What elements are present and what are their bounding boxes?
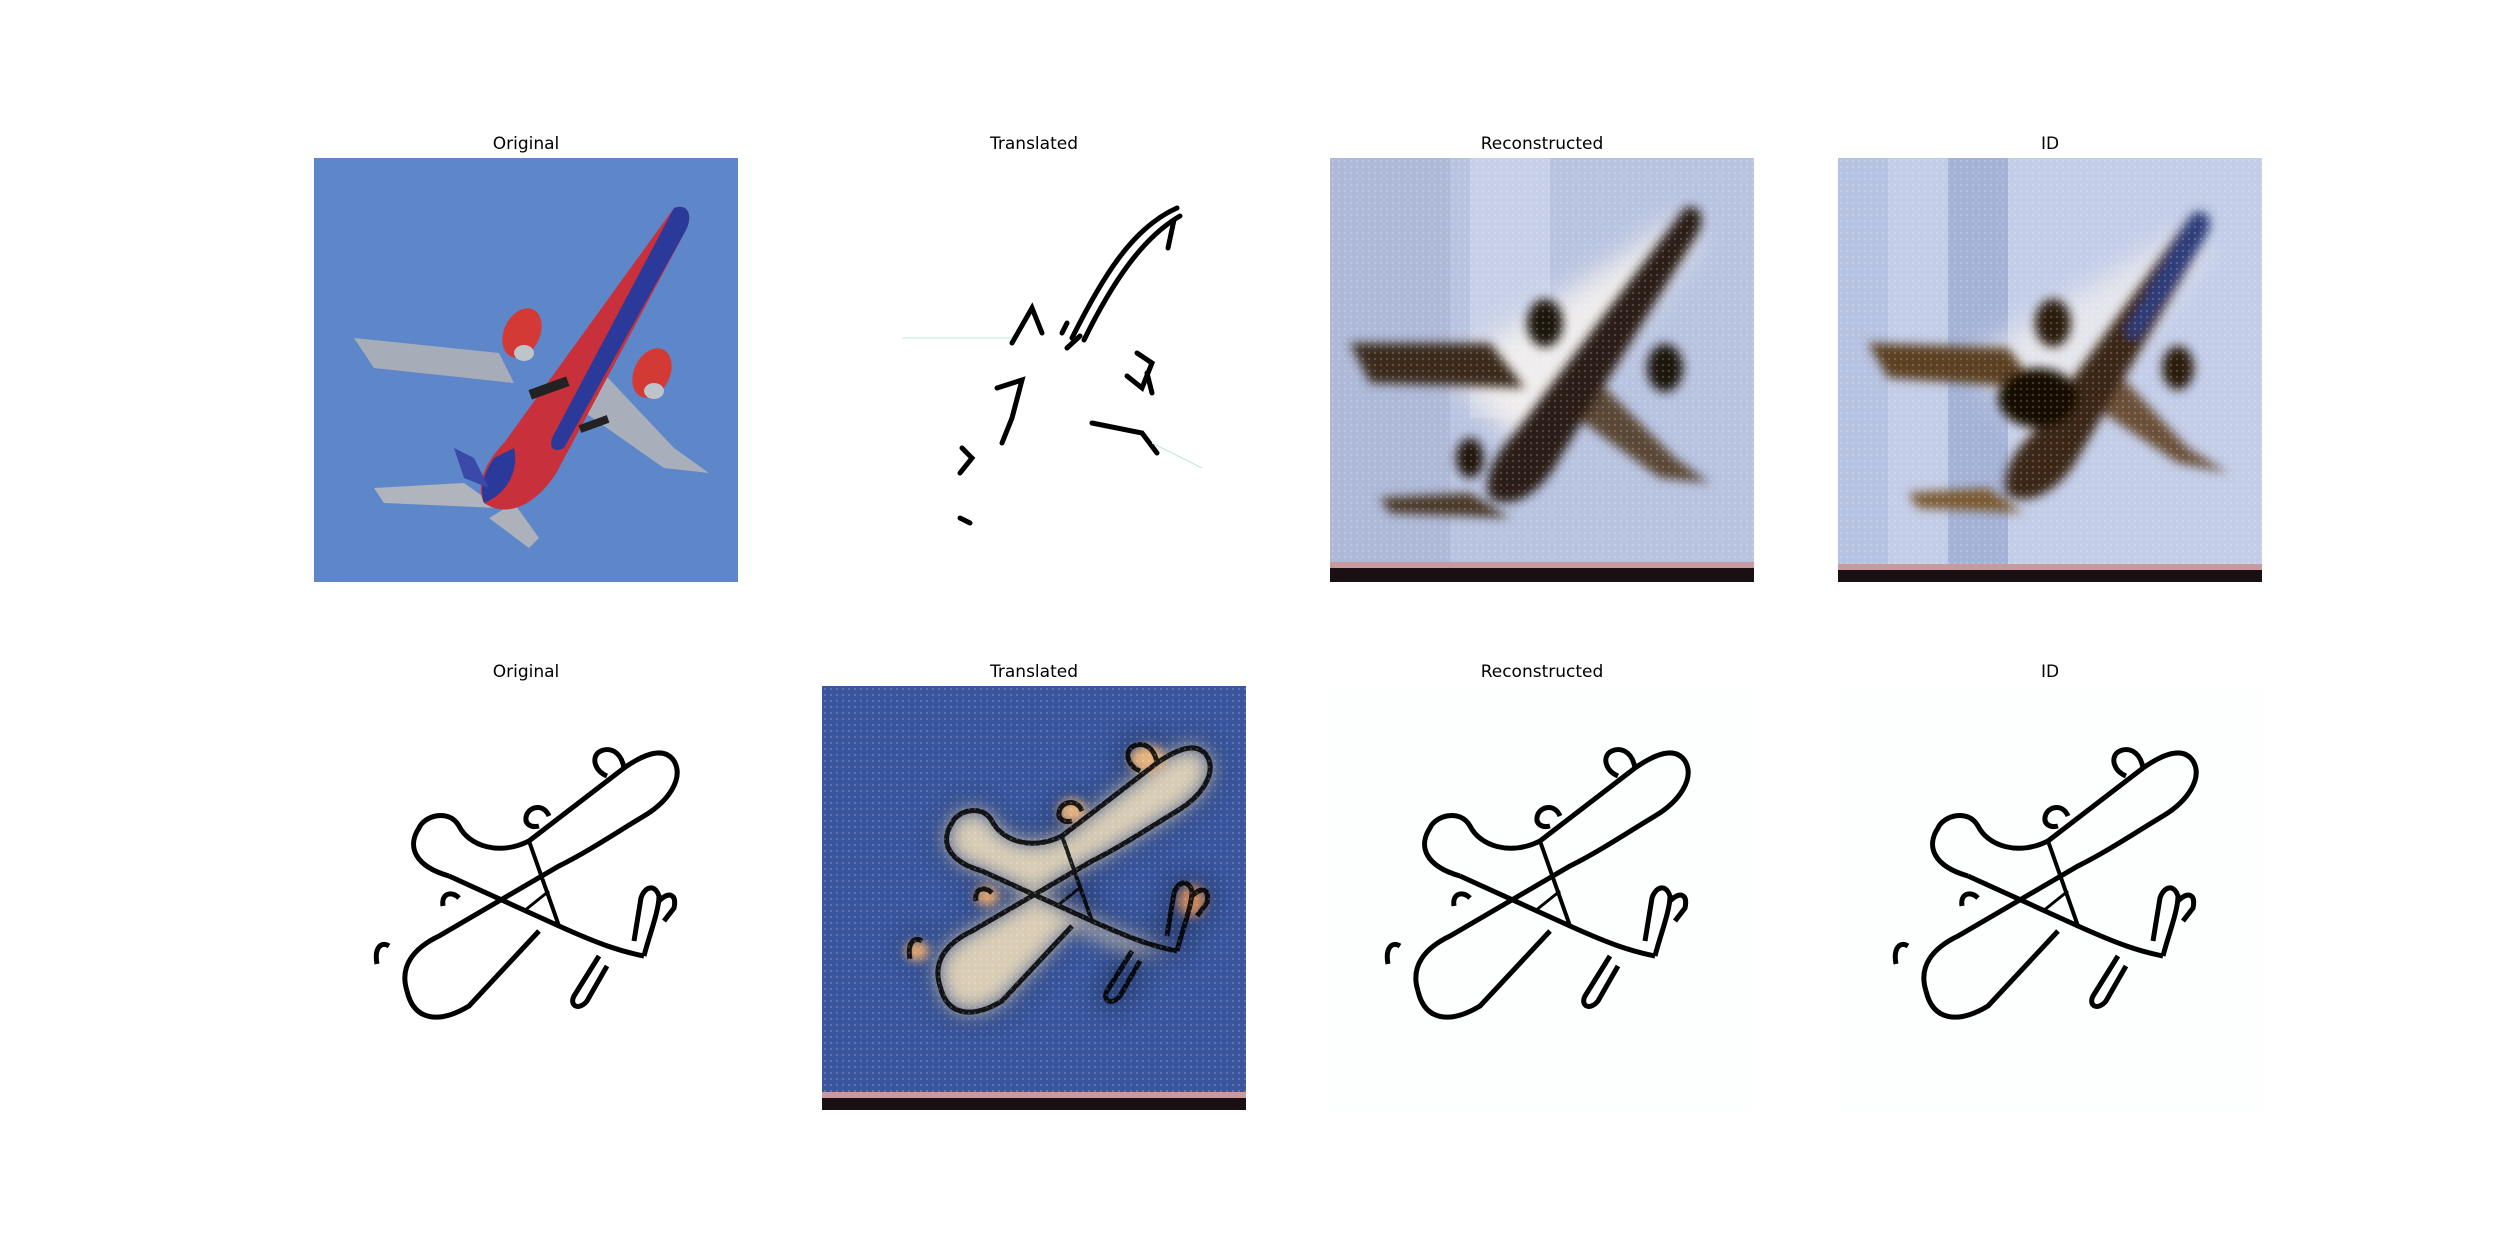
sketch-identity-image — [1838, 686, 2262, 1110]
sketch-translated-photo-image — [822, 686, 1246, 1110]
edge-translated-image — [822, 158, 1246, 582]
panel-title-reconstructed: Reconstructed — [1480, 134, 1604, 154]
identity-photo-image — [1838, 158, 2262, 582]
panel-title-translated: Translated — [990, 134, 1078, 154]
panel-title-original: Original — [492, 134, 560, 154]
panel-title-id: ID — [2040, 134, 2060, 154]
reconstructed-photo-image — [1330, 158, 1754, 582]
panel-title-id: ID — [2040, 662, 2060, 682]
panel-title-translated: Translated — [990, 662, 1078, 682]
photo-original-image — [314, 158, 738, 582]
panel-title-reconstructed: Reconstructed — [1480, 662, 1604, 682]
sketch-original-image — [314, 686, 738, 1110]
panel-title-original: Original — [492, 662, 560, 682]
sketch-reconstructed-image — [1330, 686, 1754, 1110]
